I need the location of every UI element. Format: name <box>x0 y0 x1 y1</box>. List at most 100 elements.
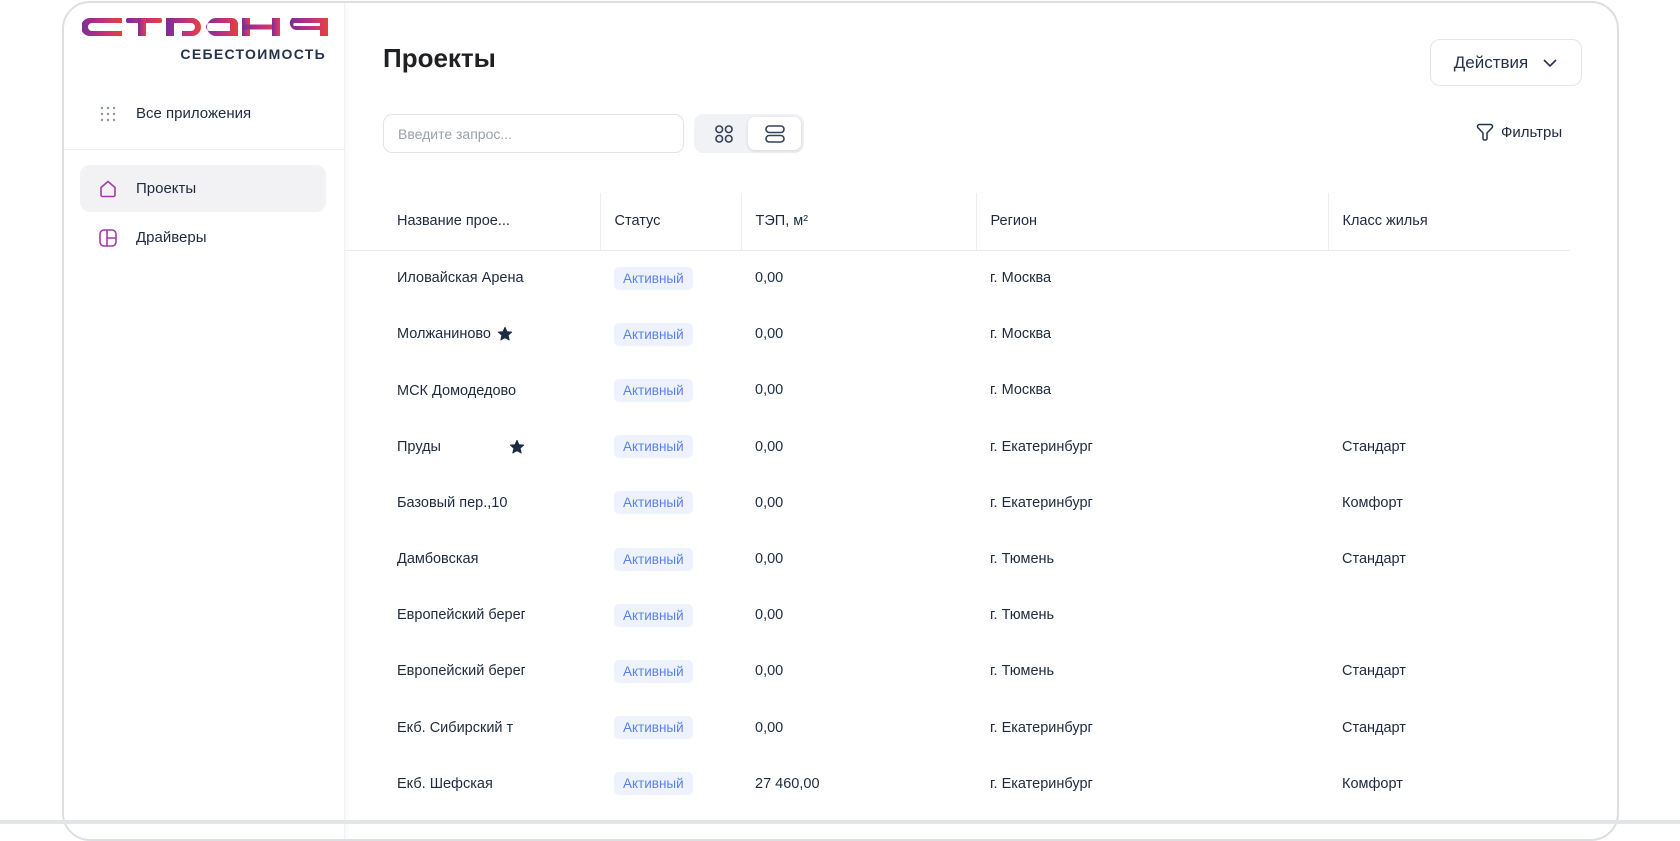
status-badge: Активный <box>614 547 693 571</box>
region-cell: г. Екатеринбург <box>990 494 1093 511</box>
table-row[interactable]: Екб. Шефская Активный 27 460,00 г. Екате… <box>345 756 1570 812</box>
layout-icon <box>98 228 118 248</box>
table-row[interactable]: Дамбовская Активный 0,00 г. Тюмень Станд… <box>345 531 1570 587</box>
status-badge: Активный <box>614 266 693 290</box>
sidebar-item-label: Проекты <box>136 180 197 197</box>
tep-cell: 0,00 <box>755 270 784 287</box>
column-header-region[interactable]: Регион <box>975 193 1328 251</box>
project-name: Молжаниново <box>397 326 491 343</box>
all-apps-link[interactable]: Все приложения <box>80 90 326 137</box>
class-cell: Стандарт <box>1342 551 1406 568</box>
class-cell <box>1328 306 1570 362</box>
class-cell <box>1328 587 1570 643</box>
project-name-cell: Дамбовская <box>345 531 600 587</box>
status-cell: Активный <box>600 306 741 362</box>
star-icon[interactable] <box>497 326 513 342</box>
filters-button[interactable]: Фильтры <box>1475 122 1562 142</box>
page-title: Проекты <box>383 43 496 73</box>
column-header-status[interactable]: Статус <box>599 193 741 251</box>
project-name-cell: Екб. Сибирский т <box>345 700 600 756</box>
projects-table: Название прое... Статус ТЭП, м² Регион К… <box>345 193 1570 812</box>
region-cell: г. Тюмень <box>990 607 1055 624</box>
tep-cell: 0,00 <box>755 607 784 624</box>
region-cell: г. Екатеринбург <box>990 719 1093 736</box>
region-cell: г. Екатеринбург <box>990 775 1093 792</box>
sidebar-item-drivers[interactable]: Драйверы <box>80 214 326 261</box>
project-name: МСК Домодедово <box>397 382 517 399</box>
project-name-cell: Иловайская Арена <box>345 250 600 306</box>
search-input[interactable] <box>383 114 684 153</box>
class-cell <box>1328 362 1570 418</box>
tep-cell: 0,00 <box>755 438 784 455</box>
status-badge: Активный <box>614 659 693 683</box>
table-header: Название прое... Статус ТЭП, м² Регион К… <box>345 193 1570 251</box>
table-row[interactable]: Европейский берег Активный 0,00 г. Тюмен… <box>345 587 1570 643</box>
tep-cell: 0,00 <box>755 382 784 399</box>
project-name: Пруды <box>397 438 441 455</box>
all-apps-label: Все приложения <box>136 105 252 122</box>
sidebar-item-label: Драйверы <box>136 229 207 246</box>
region-cell: г. Москва <box>990 270 1052 287</box>
table-row[interactable]: МСК Домодедово Активный 0,00 г. Москва <box>345 362 1570 418</box>
status-cell: Активный <box>600 587 741 643</box>
table-row[interactable]: Европейский берег Активный 0,00 г. Тюмен… <box>345 643 1570 699</box>
region-cell: г. Тюмень <box>990 551 1055 568</box>
chevron-down-icon <box>1543 58 1557 67</box>
list-view-button[interactable] <box>748 117 801 150</box>
project-name: Екб. Шефская <box>397 775 493 792</box>
sidebar: СЕБЕСТОИМОСТЬ Все приложения Проекты Дра… <box>64 3 345 839</box>
status-badge: Активный <box>614 491 693 515</box>
actions-label: Действия <box>1453 52 1529 72</box>
region-cell: г. Екатеринбург <box>990 438 1093 455</box>
tep-cell: 0,00 <box>755 551 784 568</box>
project-name-cell: МСК Домодедово <box>345 362 600 418</box>
class-cell <box>1328 250 1570 306</box>
app-window: СЕБЕСТОИМОСТЬ Все приложения Проекты Дра… <box>62 1 1619 841</box>
status-badge: Активный <box>614 603 693 627</box>
table-row[interactable]: Молжаниново Активный 0,00 г. Москва <box>345 306 1570 362</box>
project-name: Дамбовская <box>397 551 479 568</box>
status-badge: Активный <box>614 378 693 402</box>
class-cell: Стандарт <box>1342 438 1406 455</box>
status-cell: Активный <box>600 362 741 418</box>
project-name-cell: Базовый пер.,10 <box>345 475 600 531</box>
region-cell: г. Москва <box>990 382 1052 399</box>
status-cell: Активный <box>600 643 741 699</box>
table-row[interactable]: Екб. Сибирский т Активный 0,00 г. Екатер… <box>345 700 1570 756</box>
column-header-class[interactable]: Класс жилья <box>1327 193 1570 251</box>
project-name: Европейский берег <box>397 607 525 624</box>
status-badge: Активный <box>614 716 693 740</box>
grid-icon <box>714 124 733 143</box>
project-name: Европейский берег <box>397 663 525 680</box>
column-header-tep[interactable]: ТЭП, м² <box>740 193 976 251</box>
filters-label: Фильтры <box>1501 123 1563 141</box>
sidebar-item-projects[interactable]: Проекты <box>80 165 326 212</box>
tep-cell: 0,00 <box>755 719 784 736</box>
project-name: Иловайская Арена <box>397 270 524 287</box>
status-badge: Активный <box>614 435 693 459</box>
actions-dropdown[interactable]: Действия <box>1430 39 1582 86</box>
star-icon[interactable] <box>509 439 525 455</box>
bottom-edge <box>0 820 1680 824</box>
table-row[interactable]: Базовый пер.,10 Активный 0,00 г. Екатери… <box>345 475 1570 531</box>
table-row[interactable]: Пруды Активный 0,00 г. Екатеринбург Стан… <box>345 419 1570 475</box>
table-row[interactable]: Иловайская Арена Активный 0,00 г. Москва <box>345 250 1570 306</box>
project-name-cell: Пруды <box>345 419 600 475</box>
view-toggle <box>694 114 804 153</box>
project-name-cell: Молжаниново <box>345 306 600 362</box>
tep-cell: 0,00 <box>755 494 784 511</box>
status-cell: Активный <box>600 700 741 756</box>
region-cell: г. Москва <box>990 326 1052 343</box>
class-cell: Стандарт <box>1342 719 1406 736</box>
grid-view-button[interactable] <box>697 117 750 150</box>
region-cell: г. Тюмень <box>990 663 1055 680</box>
column-header-name[interactable]: Название прое... <box>345 193 600 251</box>
status-cell: Активный <box>600 419 741 475</box>
status-cell: Активный <box>600 531 741 587</box>
project-name-cell: Екб. Шефская <box>345 756 600 812</box>
main-content: Проекты Действия Фильтры Название прое..… <box>345 3 1617 839</box>
tep-cell: 0,00 <box>755 326 784 343</box>
status-cell: Активный <box>600 475 741 531</box>
strana-logo <box>82 18 328 36</box>
status-cell: Активный <box>600 250 741 306</box>
